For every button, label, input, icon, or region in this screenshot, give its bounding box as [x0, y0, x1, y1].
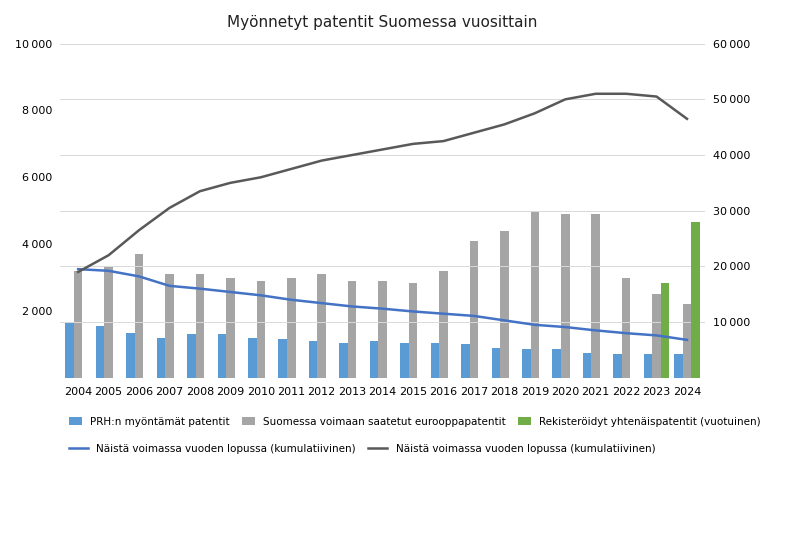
Bar: [460, 344, 469, 378]
Näistä voimassa vuoden lopussa (kumulatiivinen): [317, 157, 326, 164]
Bar: [530, 211, 538, 378]
Bar: [500, 231, 508, 378]
Bar: [74, 271, 83, 378]
Bar: [370, 341, 378, 378]
Bar: [104, 268, 113, 378]
Bar: [317, 274, 326, 378]
Näistä voimassa vuoden lopussa (kumulatiivinen): [529, 110, 539, 117]
Bar: [491, 348, 500, 378]
Bar: [682, 304, 691, 378]
Legend: Näistä voimassa vuoden lopussa (kumulatiivinen), Näistä voimassa vuoden lopussa : Näistä voimassa vuoden lopussa (kumulati…: [65, 439, 658, 458]
Bar: [613, 355, 621, 378]
Näistä voimassa vuoden lopussa (kumulatiivinen): [438, 311, 448, 317]
Näistä voimassa vuoden lopussa (kumulatiivinen): [499, 121, 508, 128]
Bar: [469, 241, 477, 378]
Bar: [691, 222, 699, 378]
Bar: [135, 254, 143, 378]
Näistä voimassa vuoden lopussa (kumulatiivinen): [407, 308, 417, 315]
Näistä voimassa vuoden lopussa (kumulatiivinen): [347, 303, 357, 310]
Näistä voimassa vuoden lopussa (kumulatiivinen): [256, 292, 265, 299]
Näistä voimassa vuoden lopussa (kumulatiivinen): [134, 273, 144, 280]
Näistä voimassa vuoden lopussa (kumulatiivinen): [225, 180, 235, 186]
Bar: [196, 274, 204, 378]
Bar: [156, 338, 165, 378]
Näistä voimassa vuoden lopussa (kumulatiivinen): [317, 300, 326, 306]
Bar: [217, 334, 226, 378]
Näistä voimassa vuoden lopussa (kumulatiivinen): [560, 324, 569, 330]
Näistä voimassa vuoden lopussa (kumulatiivinen): [651, 93, 661, 100]
Line: Näistä voimassa vuoden lopussa (kumulatiivinen): Näistä voimassa vuoden lopussa (kumulati…: [78, 94, 687, 272]
Näistä voimassa vuoden lopussa (kumulatiivinen): [651, 332, 661, 339]
Näistä voimassa vuoden lopussa (kumulatiivinen): [103, 252, 113, 258]
Bar: [248, 338, 256, 378]
Näistä voimassa vuoden lopussa (kumulatiivinen): [286, 166, 296, 172]
Bar: [65, 323, 74, 378]
Bar: [347, 281, 356, 378]
Näistä voimassa vuoden lopussa (kumulatiivinen): [590, 91, 600, 97]
Näistä voimassa vuoden lopussa (kumulatiivinen): [560, 96, 569, 103]
Näistä voimassa vuoden lopussa (kumulatiivinen): [164, 205, 174, 211]
Bar: [378, 281, 387, 378]
Title: Myönnetyt patentit Suomessa vuosittain: Myönnetyt patentit Suomessa vuosittain: [227, 15, 537, 30]
Näistä voimassa vuoden lopussa (kumulatiivinen): [164, 282, 174, 289]
Näistä voimassa vuoden lopussa (kumulatiivinen): [347, 151, 357, 158]
Bar: [408, 282, 417, 378]
Bar: [165, 274, 173, 378]
Bar: [621, 277, 630, 378]
Bar: [430, 343, 439, 378]
Line: Näistä voimassa vuoden lopussa (kumulatiivinen): Näistä voimassa vuoden lopussa (kumulati…: [78, 269, 687, 340]
Näistä voimassa vuoden lopussa (kumulatiivinen): [286, 296, 296, 303]
Bar: [521, 349, 530, 378]
Näistä voimassa vuoden lopussa (kumulatiivinen): [73, 266, 83, 273]
Bar: [95, 326, 104, 378]
Näistä voimassa vuoden lopussa (kumulatiivinen): [134, 227, 144, 233]
Bar: [187, 334, 196, 378]
Näistä voimassa vuoden lopussa (kumulatiivinen): [256, 174, 265, 180]
Bar: [226, 277, 234, 378]
Näistä voimassa vuoden lopussa (kumulatiivinen): [407, 141, 417, 147]
Näistä voimassa vuoden lopussa (kumulatiivinen): [468, 129, 478, 136]
Bar: [591, 214, 599, 378]
Bar: [286, 277, 295, 378]
Näistä voimassa vuoden lopussa (kumulatiivinen): [529, 321, 539, 328]
Bar: [309, 341, 317, 378]
Näistä voimassa vuoden lopussa (kumulatiivinen): [195, 286, 205, 292]
Näistä voimassa vuoden lopussa (kumulatiivinen): [621, 91, 630, 97]
Bar: [256, 281, 265, 378]
Näistä voimassa vuoden lopussa (kumulatiivinen): [195, 188, 205, 194]
Näistä voimassa vuoden lopussa (kumulatiivinen): [225, 289, 235, 295]
Näistä voimassa vuoden lopussa (kumulatiivinen): [438, 138, 448, 144]
Bar: [660, 283, 669, 378]
Näistä voimassa vuoden lopussa (kumulatiivinen): [499, 317, 508, 324]
Bar: [582, 352, 591, 378]
Näistä voimassa vuoden lopussa (kumulatiivinen): [377, 305, 387, 312]
Näistä voimassa vuoden lopussa (kumulatiivinen): [73, 269, 83, 275]
Bar: [651, 294, 660, 378]
Näistä voimassa vuoden lopussa (kumulatiivinen): [590, 327, 600, 333]
Näistä voimassa vuoden lopussa (kumulatiivinen): [103, 268, 113, 274]
Näistä voimassa vuoden lopussa (kumulatiivinen): [621, 330, 630, 337]
Näistä voimassa vuoden lopussa (kumulatiivinen): [682, 337, 691, 343]
Bar: [552, 349, 561, 378]
Näistä voimassa vuoden lopussa (kumulatiivinen): [468, 313, 478, 319]
Bar: [674, 355, 682, 378]
Näistä voimassa vuoden lopussa (kumulatiivinen): [682, 116, 691, 122]
Bar: [339, 343, 347, 378]
Bar: [126, 333, 135, 378]
Bar: [439, 271, 448, 378]
Bar: [561, 214, 569, 378]
Bar: [278, 339, 286, 378]
Bar: [643, 355, 651, 378]
Bar: [399, 343, 408, 378]
Näistä voimassa vuoden lopussa (kumulatiivinen): [377, 146, 387, 153]
